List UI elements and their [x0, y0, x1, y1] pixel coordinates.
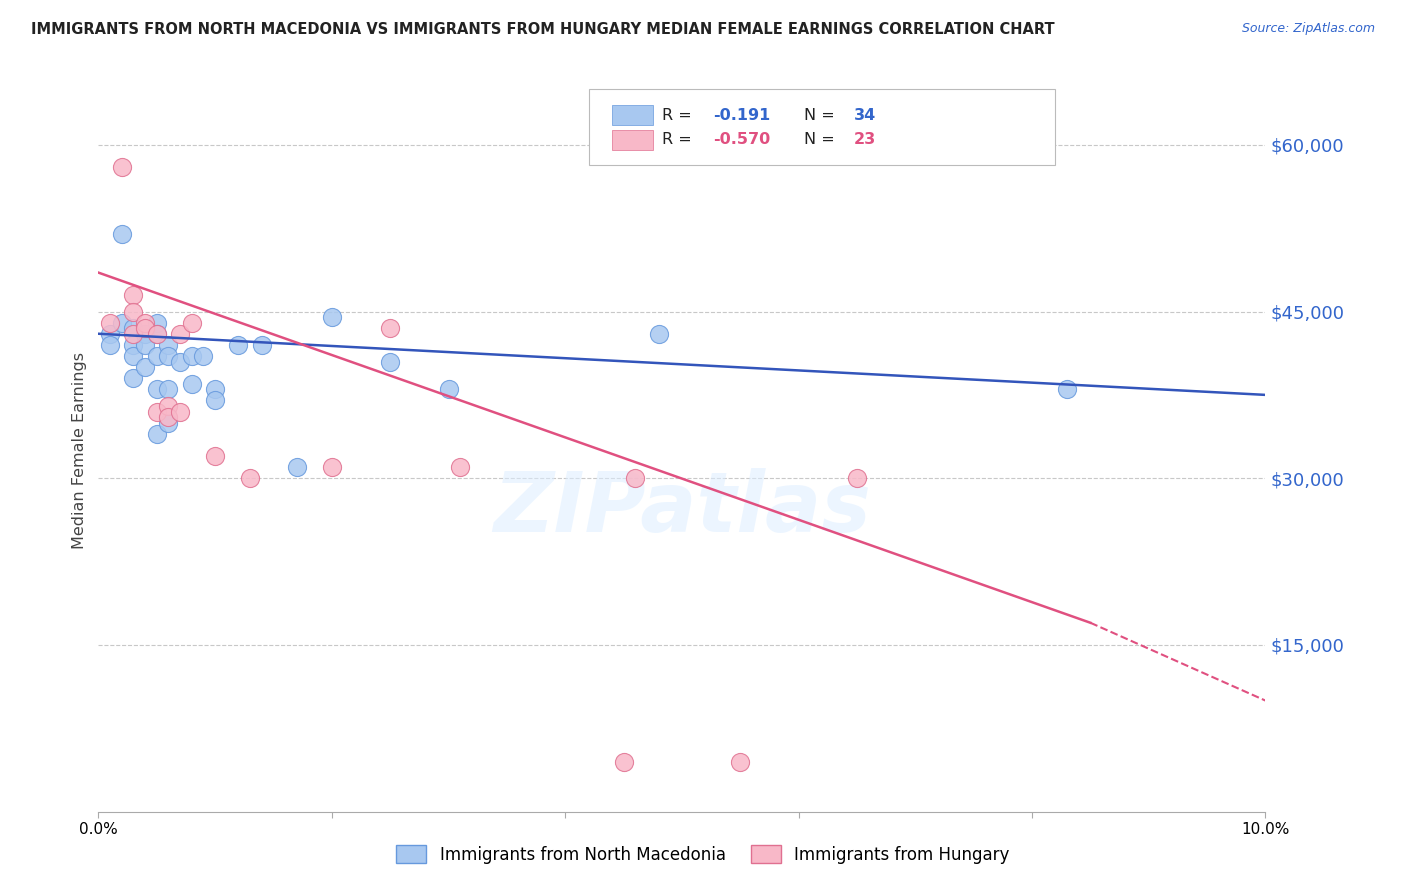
Text: 34: 34: [853, 108, 876, 123]
Point: [146, 326, 169, 341]
Point: [180, 376, 202, 391]
Point: [380, 354, 402, 368]
Point: [250, 338, 273, 352]
Point: [122, 288, 145, 302]
Text: 23: 23: [853, 132, 876, 147]
Point: [157, 410, 180, 425]
Text: R =: R =: [662, 132, 697, 147]
Text: N =: N =: [804, 132, 841, 147]
Text: Source: ZipAtlas.com: Source: ZipAtlas.com: [1241, 22, 1375, 36]
Point: [624, 471, 647, 485]
Point: [111, 316, 134, 330]
Point: [98, 316, 121, 330]
Text: N =: N =: [804, 108, 841, 123]
Point: [134, 326, 156, 341]
Point: [122, 338, 145, 352]
Point: [380, 321, 402, 335]
Point: [98, 338, 121, 352]
Point: [157, 338, 180, 352]
Point: [612, 755, 634, 769]
Point: [157, 399, 180, 413]
Point: [122, 321, 145, 335]
Legend: Immigrants from North Macedonia, Immigrants from Hungary: Immigrants from North Macedonia, Immigra…: [389, 838, 1017, 871]
Y-axis label: Median Female Earnings: Median Female Earnings: [72, 352, 87, 549]
Point: [846, 471, 869, 485]
Point: [285, 460, 308, 475]
Point: [449, 460, 471, 475]
Point: [204, 393, 226, 408]
Text: -0.191: -0.191: [713, 108, 770, 123]
Point: [1056, 382, 1078, 396]
Point: [146, 326, 169, 341]
Point: [169, 354, 191, 368]
Text: -0.570: -0.570: [713, 132, 770, 147]
Point: [321, 460, 343, 475]
Point: [157, 349, 180, 363]
Text: R =: R =: [662, 108, 697, 123]
Point: [437, 382, 460, 396]
Point: [157, 382, 180, 396]
Point: [146, 404, 169, 418]
Point: [321, 310, 343, 324]
Point: [122, 349, 145, 363]
Point: [180, 349, 202, 363]
Point: [111, 160, 134, 174]
Point: [146, 426, 169, 441]
Point: [157, 416, 180, 430]
Point: [134, 321, 156, 335]
Point: [239, 471, 262, 485]
Point: [122, 326, 145, 341]
Point: [730, 755, 752, 769]
Point: [169, 404, 191, 418]
FancyBboxPatch shape: [589, 89, 1056, 165]
Point: [146, 349, 169, 363]
Point: [193, 349, 215, 363]
Point: [111, 227, 134, 241]
Point: [228, 338, 250, 352]
FancyBboxPatch shape: [612, 129, 652, 150]
Point: [146, 316, 169, 330]
Text: IMMIGRANTS FROM NORTH MACEDONIA VS IMMIGRANTS FROM HUNGARY MEDIAN FEMALE EARNING: IMMIGRANTS FROM NORTH MACEDONIA VS IMMIG…: [31, 22, 1054, 37]
Point: [134, 316, 156, 330]
Point: [98, 326, 121, 341]
Point: [204, 449, 226, 463]
FancyBboxPatch shape: [612, 105, 652, 126]
Point: [134, 360, 156, 375]
Text: ZIPatlas: ZIPatlas: [494, 467, 870, 549]
Point: [647, 326, 669, 341]
Point: [169, 326, 191, 341]
Point: [134, 338, 156, 352]
Point: [146, 382, 169, 396]
Point: [180, 316, 202, 330]
Point: [122, 371, 145, 385]
Point: [204, 382, 226, 396]
Point: [122, 304, 145, 318]
